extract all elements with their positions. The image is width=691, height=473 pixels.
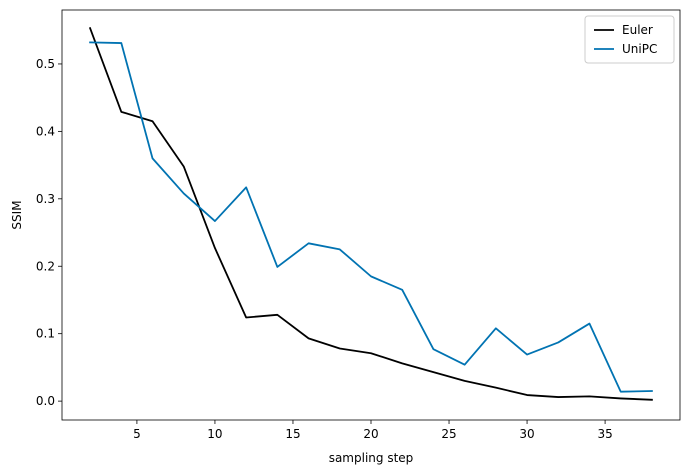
x-tick-label: 10: [207, 427, 222, 441]
series-line-euler: [88, 27, 653, 401]
y-tick-label: 0.4: [36, 124, 55, 138]
y-tick-label: 0.3: [36, 192, 55, 206]
x-tick-label: 30: [519, 427, 534, 441]
x-tick-label: 35: [597, 427, 612, 441]
legend: Euler UniPC: [584, 15, 675, 64]
legend-label-unipc: UniPC: [622, 42, 657, 56]
y-tick-label: 0.1: [36, 327, 55, 341]
legend-box: [584, 15, 675, 64]
y-tick-label: 0.2: [36, 259, 55, 273]
y-tick-label: 0.5: [36, 57, 55, 71]
x-tick-label: 15: [285, 427, 300, 441]
x-tick-label: 5: [133, 427, 141, 441]
series-line-unipc: [89, 41, 653, 393]
x-tick-label: 20: [363, 427, 378, 441]
series-layer: [88, 27, 653, 401]
legend-label-euler: Euler: [622, 23, 653, 37]
y-axis-ticks: 0.0 0.1 0.2 0.3 0.4 0.5: [36, 57, 62, 408]
y-axis-label: SSIM: [10, 200, 24, 229]
x-axis-label: sampling step: [329, 451, 414, 465]
y-tick-label: 0.0: [36, 394, 55, 408]
x-tick-label: 25: [441, 427, 456, 441]
x-axis-ticks: 5 10 15 20 25 30 35: [133, 420, 613, 441]
